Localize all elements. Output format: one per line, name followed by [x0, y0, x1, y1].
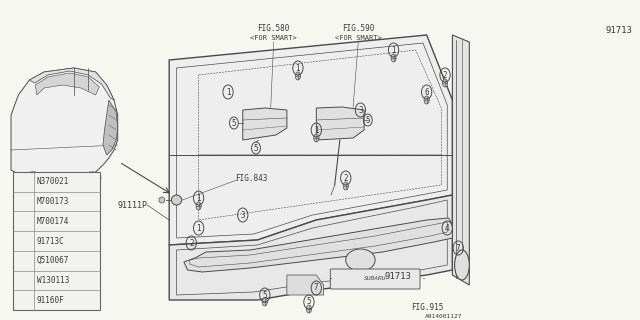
Polygon shape	[184, 218, 452, 272]
Text: 1: 1	[21, 177, 26, 186]
Polygon shape	[29, 68, 114, 100]
Text: FIG.590: FIG.590	[342, 23, 374, 33]
Text: 91713C: 91713C	[36, 236, 65, 245]
Text: 5: 5	[21, 256, 26, 265]
Polygon shape	[35, 73, 99, 95]
Text: FIG.843: FIG.843	[236, 173, 268, 182]
Polygon shape	[169, 35, 452, 245]
Polygon shape	[169, 195, 452, 300]
Text: <FOR SMART>: <FOR SMART>	[335, 35, 381, 41]
Polygon shape	[316, 107, 364, 140]
Text: FIG.580: FIG.580	[257, 23, 290, 33]
Text: 3: 3	[21, 217, 26, 226]
Text: Q510067: Q510067	[36, 256, 69, 265]
Ellipse shape	[172, 195, 182, 205]
Text: 4: 4	[445, 223, 449, 233]
Text: <FOR SMART>: <FOR SMART>	[250, 35, 297, 41]
Polygon shape	[11, 68, 118, 182]
Ellipse shape	[83, 172, 100, 184]
Text: 1: 1	[391, 45, 396, 54]
Ellipse shape	[196, 202, 201, 210]
Text: 91111P: 91111P	[117, 201, 147, 210]
Text: 7: 7	[21, 296, 26, 305]
Text: 5: 5	[232, 118, 236, 127]
Polygon shape	[452, 35, 469, 285]
Text: 1: 1	[196, 223, 201, 233]
Ellipse shape	[28, 174, 38, 182]
Text: N370021: N370021	[36, 177, 69, 186]
Text: 3: 3	[241, 211, 245, 220]
Ellipse shape	[314, 134, 319, 142]
Ellipse shape	[262, 298, 268, 306]
Text: 2: 2	[189, 238, 193, 247]
Text: M700173: M700173	[36, 197, 69, 206]
Ellipse shape	[295, 72, 301, 80]
Text: W130113: W130113	[36, 276, 69, 285]
Ellipse shape	[307, 305, 312, 313]
Ellipse shape	[424, 96, 429, 104]
Text: FIG.915: FIG.915	[411, 302, 444, 311]
Text: 4: 4	[21, 236, 26, 245]
Text: 5: 5	[307, 298, 311, 307]
Text: 2: 2	[344, 173, 348, 182]
Text: 91713: 91713	[605, 26, 632, 35]
Text: 91160F: 91160F	[36, 296, 65, 305]
FancyBboxPatch shape	[13, 172, 100, 310]
Text: 91713: 91713	[385, 272, 412, 281]
Ellipse shape	[343, 182, 348, 190]
Polygon shape	[243, 108, 287, 140]
Text: 5: 5	[253, 143, 259, 153]
Text: 1: 1	[196, 194, 201, 203]
Polygon shape	[103, 100, 118, 155]
Text: 1: 1	[314, 125, 319, 134]
Ellipse shape	[391, 54, 396, 62]
Text: 2: 2	[21, 197, 26, 206]
Text: 1: 1	[226, 87, 230, 97]
Text: SUBARU: SUBARU	[364, 276, 387, 282]
Ellipse shape	[87, 174, 97, 182]
Text: 7: 7	[314, 284, 319, 292]
Ellipse shape	[454, 250, 469, 280]
Ellipse shape	[24, 172, 42, 184]
Text: 5: 5	[365, 116, 370, 124]
Ellipse shape	[442, 79, 447, 87]
Text: 5: 5	[262, 291, 267, 300]
Text: 3: 3	[358, 106, 363, 115]
Ellipse shape	[159, 197, 164, 203]
Text: 6: 6	[21, 276, 26, 285]
Text: 7: 7	[456, 244, 461, 252]
Text: M700174: M700174	[36, 217, 69, 226]
Polygon shape	[287, 275, 324, 295]
Text: 6: 6	[424, 87, 429, 97]
Text: 1: 1	[296, 63, 300, 73]
Ellipse shape	[346, 249, 375, 271]
Text: A914001127: A914001127	[424, 314, 462, 318]
FancyBboxPatch shape	[330, 269, 420, 289]
Text: 2: 2	[443, 70, 447, 79]
